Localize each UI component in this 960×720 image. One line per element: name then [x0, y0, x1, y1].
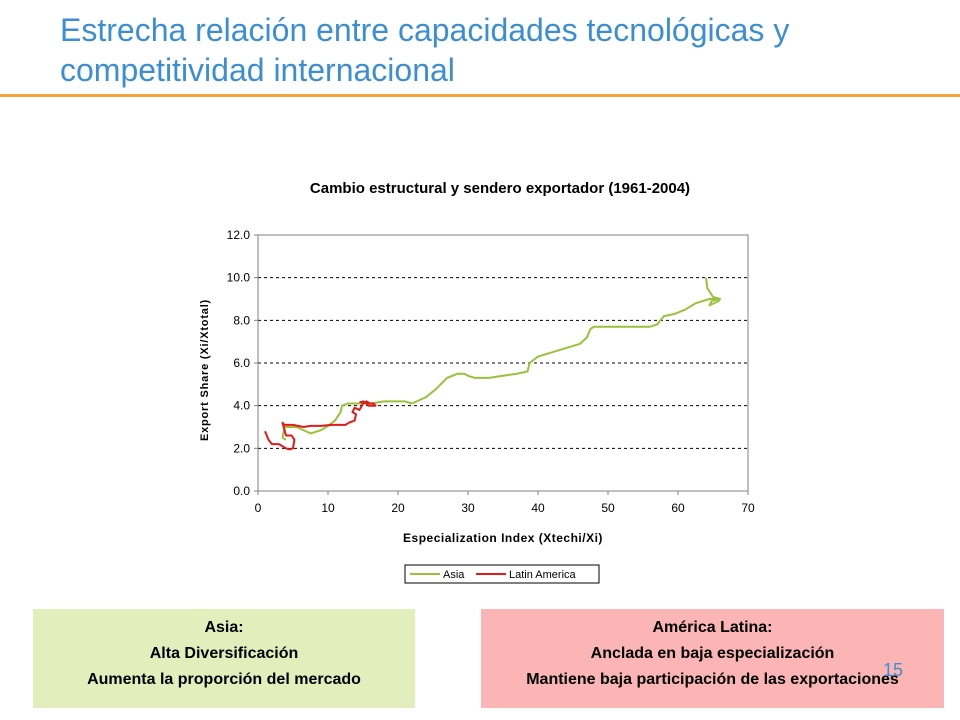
x-tick-label-4: 40 — [531, 501, 545, 515]
x-axis-ticks: 0 10 20 30 40 50 60 70 — [255, 491, 755, 515]
legend-label-latin-america: Latin America — [509, 569, 577, 581]
y-tick-label-6: 12.0 — [227, 228, 251, 242]
chart-series — [264, 277, 721, 451]
slide-title: Estrecha relación entre capacidades tecn… — [60, 12, 790, 88]
series-line-asia — [281, 277, 721, 441]
legend-label-asia: Asia — [443, 569, 465, 581]
series-line-latin-america — [264, 400, 377, 451]
x-tick-label-5: 50 — [601, 501, 615, 515]
x-tick-label-0: 0 — [255, 501, 262, 515]
x-tick-label-7: 70 — [741, 501, 755, 515]
asia-summary-box: Asia: Alta Diversificación Aumenta la pr… — [33, 609, 415, 708]
y-tick-label-2: 4.0 — [233, 399, 250, 413]
chart-gridlines — [258, 277, 748, 449]
latam-box-line1: Anclada en baja especialización — [590, 645, 835, 662]
asia-box-line2: Aumenta la proporción del mercado — [87, 671, 361, 688]
latam-box-heading: América Latina: — [652, 619, 773, 636]
y-axis-label: Export Share (Xi/Xtotal) — [199, 299, 211, 441]
y-tick-label-1: 2.0 — [233, 441, 250, 455]
x-tick-label-3: 30 — [461, 501, 475, 515]
line-chart: 0.02.04.06.08.010.012.0 0 10 20 30 40 50 60 70 … — [199, 228, 755, 584]
x-tick-label-1: 10 — [321, 501, 335, 515]
latam-summary-box: América Latina: Anclada en baja especial… — [481, 609, 944, 708]
y-tick-label-3: 6.0 — [233, 356, 250, 370]
x-tick-label-6: 60 — [671, 501, 685, 515]
legend: Asia Latin America — [404, 564, 600, 584]
asia-box-heading: Asia: — [204, 619, 244, 636]
y-tick-label-5: 10.0 — [227, 271, 251, 285]
chart-title: Cambio estructural y sendero exportador … — [309, 180, 691, 197]
asia-box-line1: Alta Diversificación — [149, 645, 299, 662]
x-axis-label: Especialization Index (Xtechi/Xi) — [403, 531, 603, 545]
y-tick-label-4: 8.0 — [233, 313, 250, 327]
y-tick-label-0: 0.0 — [233, 484, 250, 498]
latam-box-line2: Mantiene baja participación de las expor… — [526, 671, 899, 688]
y-axis-ticks: 0.0 2.0 4.0 6.0 8.0 10.0 12.0 — [227, 228, 258, 498]
x-tick-label-2: 20 — [391, 501, 405, 515]
page-number: 15 — [883, 660, 904, 680]
title-divider — [0, 94, 960, 97]
